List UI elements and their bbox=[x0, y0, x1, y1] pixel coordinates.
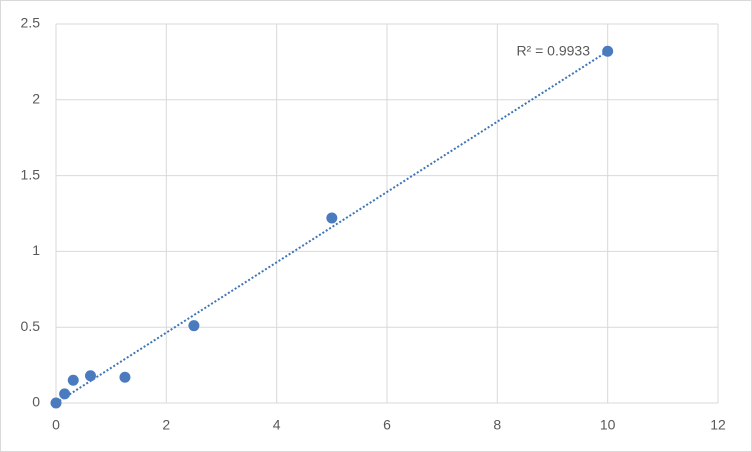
y-tick-label: 0 bbox=[32, 394, 40, 410]
x-tick-label: 4 bbox=[273, 417, 281, 433]
y-tick-label: 2.5 bbox=[21, 15, 41, 31]
point bbox=[59, 388, 71, 400]
point bbox=[84, 370, 96, 382]
x-tick-label: 10 bbox=[600, 417, 616, 433]
annotation: R² = 0.9933 bbox=[516, 43, 590, 59]
y-tick-label: 0.5 bbox=[21, 318, 41, 334]
point bbox=[67, 374, 79, 386]
point bbox=[119, 371, 131, 383]
x-tick-label: 0 bbox=[52, 417, 60, 433]
point bbox=[326, 212, 338, 224]
point bbox=[50, 397, 62, 409]
x-tick-label: 12 bbox=[710, 417, 726, 433]
point bbox=[602, 45, 614, 57]
point bbox=[188, 320, 200, 332]
y-tick-label: 1 bbox=[32, 242, 40, 258]
y-tick-label: 2 bbox=[32, 91, 40, 107]
trendline bbox=[55, 50, 609, 404]
y-tick-label: 1.5 bbox=[21, 166, 41, 182]
x-tick-label: 8 bbox=[493, 417, 501, 433]
x-tick-label: 2 bbox=[162, 417, 170, 433]
x-tick-label: 6 bbox=[383, 417, 391, 433]
